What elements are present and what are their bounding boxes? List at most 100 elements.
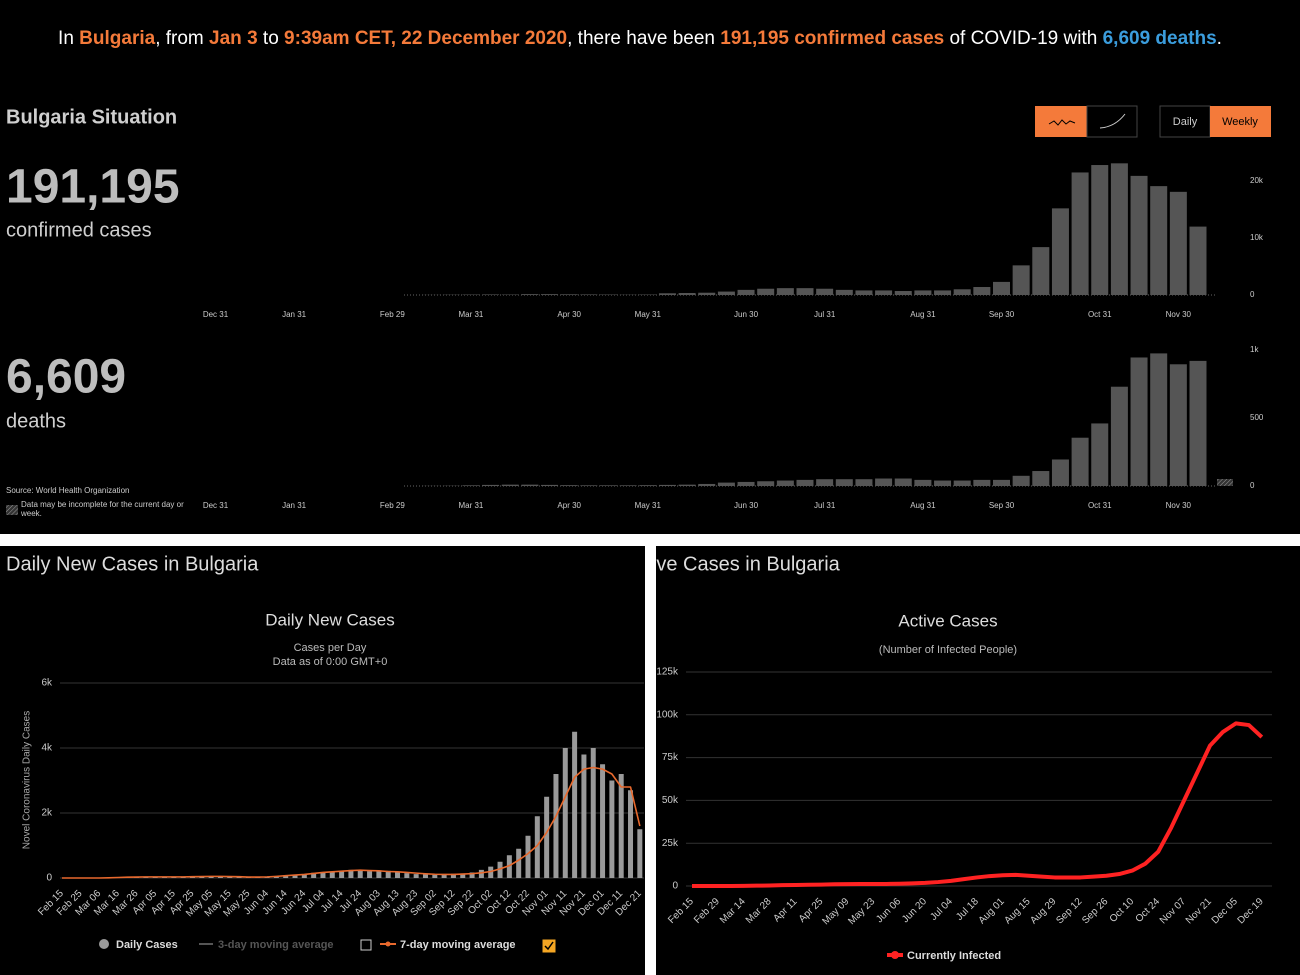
bar xyxy=(973,479,991,486)
headline-part: 6,609 deaths xyxy=(1103,28,1217,49)
y-tick-label: 100k xyxy=(656,709,679,720)
chart-style-toggle xyxy=(1035,105,1138,138)
bar xyxy=(894,478,912,486)
bar xyxy=(1091,165,1109,295)
y-tick-label: 75k xyxy=(662,752,679,763)
bar xyxy=(1091,423,1109,486)
bar xyxy=(385,870,391,878)
bar xyxy=(796,288,814,295)
bar xyxy=(816,288,834,295)
x-tick-label: Aug 31 xyxy=(910,501,936,510)
bar xyxy=(1130,175,1148,295)
log-button[interactable] xyxy=(1086,105,1138,138)
x-tick-label: May 31 xyxy=(635,310,662,319)
bar xyxy=(698,483,716,486)
source: Source: World Health Organization xyxy=(6,486,129,495)
x-tick-label: May 31 xyxy=(635,501,662,510)
bar xyxy=(1071,172,1089,295)
y-tick-label: 1k xyxy=(1250,345,1259,354)
bar xyxy=(717,482,735,486)
line xyxy=(62,766,641,879)
headline: In Bulgaria, from Jan 3 to 9:39am CET, 2… xyxy=(58,28,1222,49)
bar xyxy=(658,484,676,486)
weekly-button-label[interactable]: Weekly xyxy=(1222,116,1258,128)
legend-checkbox[interactable] xyxy=(360,939,372,951)
confirmed-label: confirmed cases xyxy=(6,219,152,241)
headline-part: 191,195 confirmed cases xyxy=(720,28,944,49)
x-tick-label: Mar 31 xyxy=(458,501,483,510)
bar xyxy=(1071,437,1089,486)
chart-title: Daily New Cases xyxy=(265,610,394,629)
x-tick-label: Oct 31 xyxy=(1088,310,1112,319)
bar xyxy=(367,871,373,878)
x-tick-label: Mar 31 xyxy=(458,310,483,319)
weekly-button[interactable] xyxy=(1210,106,1271,137)
bar xyxy=(1032,247,1050,295)
bar xyxy=(973,287,991,295)
bar xyxy=(311,872,317,878)
bar xyxy=(1150,186,1168,295)
bar xyxy=(776,288,794,295)
legend-label: 3-day moving average xyxy=(218,939,334,951)
daily-button-label[interactable]: Daily xyxy=(1173,116,1198,128)
bar xyxy=(618,774,624,878)
linear-icon xyxy=(1048,119,1076,126)
bar xyxy=(600,764,606,878)
bar xyxy=(236,877,242,878)
bar xyxy=(560,485,578,486)
x-tick-label: Apr 30 xyxy=(557,501,581,510)
bar xyxy=(516,848,522,878)
bar xyxy=(914,290,932,295)
check-icon xyxy=(544,941,554,951)
bar xyxy=(482,294,500,295)
bar xyxy=(534,816,540,878)
bar xyxy=(934,480,952,486)
bar xyxy=(796,479,814,486)
bar xyxy=(395,872,401,878)
x-tick-label: Oct 31 xyxy=(1088,501,1112,510)
situation-title: Bulgaria Situation xyxy=(6,106,177,128)
log-icon xyxy=(1099,113,1126,129)
bar xyxy=(1169,364,1187,486)
bar xyxy=(757,481,775,486)
bar xyxy=(413,874,419,878)
headline-part: . xyxy=(1217,28,1222,49)
bar xyxy=(521,294,539,295)
x-tick-label: Jul 31 xyxy=(814,310,836,319)
legend-label: Currently Infected xyxy=(907,950,1001,962)
legend-label: 7-day moving average xyxy=(400,939,516,951)
bar xyxy=(1110,163,1128,295)
bar xyxy=(581,754,587,878)
bar xyxy=(1012,475,1030,486)
bar xyxy=(914,479,932,486)
bar xyxy=(329,871,335,878)
bar xyxy=(357,869,363,878)
bar xyxy=(462,485,480,486)
chart-subtitle: Cases per Day xyxy=(294,642,367,654)
legend-checkbox[interactable] xyxy=(542,939,556,953)
y-tick-label: 10k xyxy=(1250,233,1264,242)
bar xyxy=(776,480,794,486)
bar xyxy=(639,485,657,486)
bar xyxy=(553,774,559,878)
headline-part: , there have been xyxy=(567,28,720,49)
chart-subtitle: (Number of Infected People) xyxy=(879,644,1017,656)
bar xyxy=(339,870,345,878)
bar xyxy=(835,479,853,486)
bar xyxy=(450,873,456,878)
bar xyxy=(1189,226,1207,295)
bar xyxy=(560,294,578,295)
y-tick-label: 0 xyxy=(1250,481,1255,490)
bar xyxy=(619,485,637,486)
y-axis-label: Novel Coronavirus Daily Cases xyxy=(22,711,33,849)
incomplete-swatch xyxy=(6,505,18,515)
bar xyxy=(376,871,382,878)
bar xyxy=(469,872,475,878)
headline-part: of COVID-19 with xyxy=(944,28,1102,49)
bar xyxy=(572,731,578,878)
bar xyxy=(717,291,735,295)
bar xyxy=(1051,459,1069,486)
bar xyxy=(562,748,568,878)
x-tick-label: Nov 30 xyxy=(1166,310,1192,319)
